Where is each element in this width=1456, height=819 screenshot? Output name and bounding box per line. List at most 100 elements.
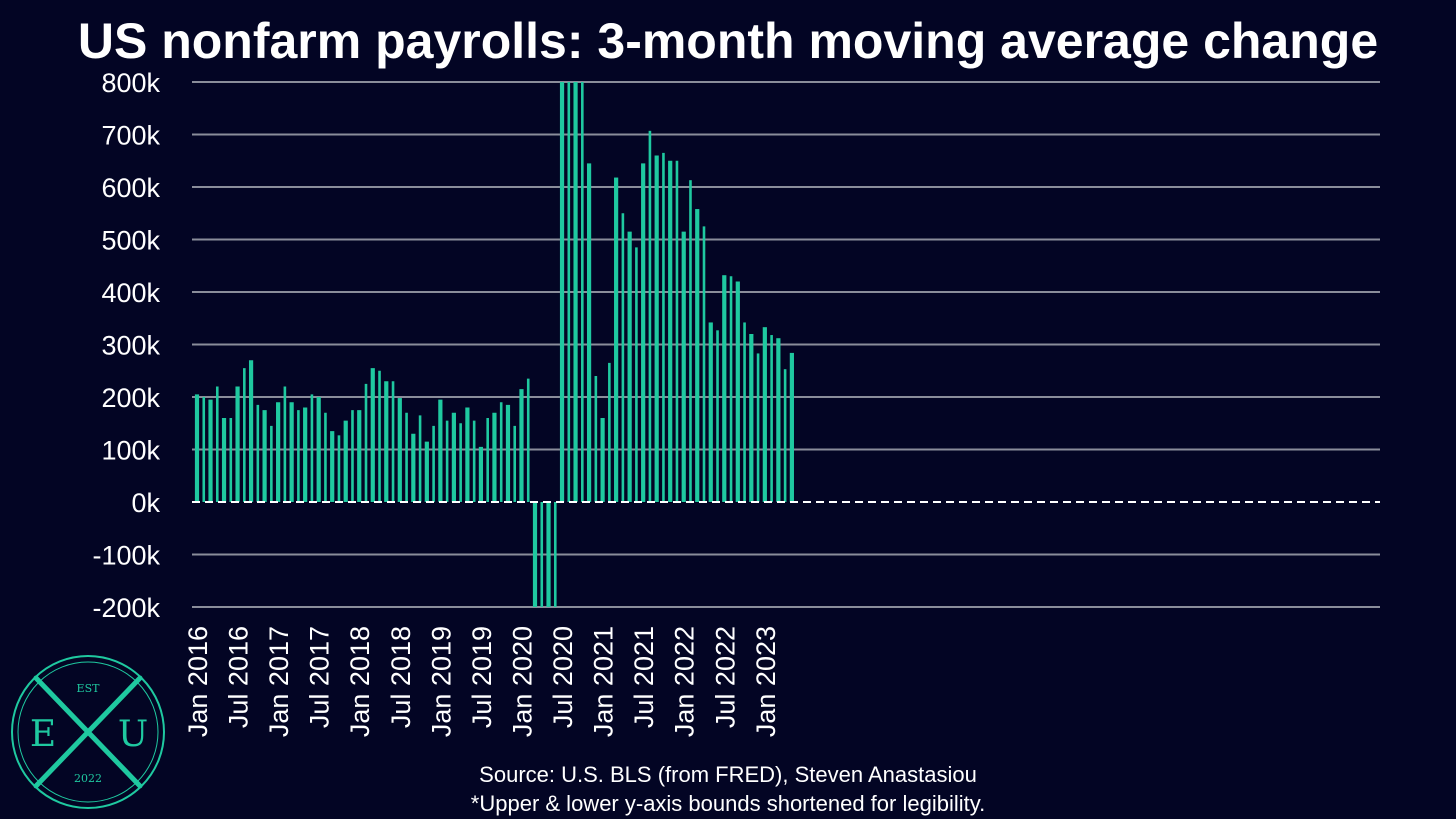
- logo-outer-ring: [11, 655, 165, 809]
- x-tick-label: Jan 2022: [670, 626, 700, 737]
- bar: [451, 412, 456, 502]
- bar: [573, 82, 578, 502]
- logo-e-letter: E: [30, 714, 56, 755]
- y-tick-label: 700k: [101, 121, 160, 151]
- bar: [486, 418, 489, 502]
- bar: [235, 386, 240, 502]
- bar: [310, 394, 314, 503]
- bar: [215, 386, 219, 502]
- x-tick-label: Jan 2018: [345, 626, 375, 737]
- x-tick-label: Jan 2023: [751, 626, 781, 737]
- bar: [397, 398, 402, 502]
- x-tick-label: Jan 2019: [426, 626, 456, 737]
- bar: [756, 353, 760, 502]
- bar: [357, 410, 362, 503]
- logo-est-text: EST: [77, 682, 101, 695]
- bar: [378, 370, 381, 502]
- logo-x-mark: [33, 675, 143, 789]
- bar: [729, 276, 733, 502]
- y-tick-label: 400k: [101, 278, 160, 308]
- bar: [343, 420, 348, 503]
- bar: [526, 378, 530, 503]
- bar: [337, 435, 341, 502]
- y-tick-label: 500k: [101, 226, 160, 256]
- bar: [492, 412, 497, 502]
- bar: [641, 163, 646, 503]
- bar: [276, 402, 281, 502]
- bar: [202, 397, 206, 502]
- y-tick-label: 600k: [101, 173, 160, 203]
- bar: [270, 425, 273, 503]
- y-axis: 800k 700k 600k 500k 400k 300k 200k 100k 0k -100k -…: [92, 68, 160, 623]
- y-tick-label: 100k: [101, 436, 160, 466]
- bar: [411, 433, 416, 502]
- x-tick-label: Jul 2022: [710, 626, 740, 728]
- x-tick-label: Jul 2016: [224, 626, 254, 728]
- bar: [654, 155, 659, 502]
- bar: [743, 322, 746, 502]
- bar: [708, 322, 713, 502]
- bar: [648, 130, 652, 502]
- x-axis: Jan 2016 Jul 2016 Jan 2017 Jul 2017 Jan 2018…: [183, 626, 781, 737]
- bar: [324, 412, 327, 502]
- bar: [391, 381, 395, 502]
- x-tick-label: Jul 2017: [305, 626, 335, 728]
- x-tick-label: Jan 2021: [589, 626, 619, 737]
- x-tick-label: Jan 2016: [183, 626, 213, 737]
- bar: [208, 399, 213, 503]
- bar: [681, 231, 686, 503]
- bar: [689, 180, 692, 502]
- bar: [445, 420, 449, 503]
- bar: [424, 441, 429, 503]
- source-text: Source: U.S. BLS (from FRED), Steven Ana…: [479, 762, 977, 787]
- bar: [621, 213, 625, 502]
- bar: [519, 389, 524, 503]
- bar: [505, 404, 511, 503]
- exu-logo: EST E U 2022: [11, 655, 165, 809]
- bar: [221, 418, 227, 502]
- axis-note-text: *Upper & lower y-axis bounds shortened f…: [471, 791, 985, 816]
- x-tick-label: Jan 2020: [508, 626, 538, 737]
- logo-x-stroke: [33, 675, 143, 789]
- bar: [695, 209, 700, 503]
- bar: [675, 160, 679, 502]
- bar: [776, 338, 781, 502]
- bar: [567, 82, 571, 502]
- bar: [783, 369, 787, 502]
- bar: [749, 334, 754, 502]
- bar: [472, 420, 476, 503]
- bar: [614, 177, 619, 503]
- bar: [770, 335, 773, 502]
- bar: [289, 402, 294, 502]
- bar: [405, 412, 408, 502]
- bar: [303, 407, 308, 502]
- bar: [553, 502, 557, 607]
- y-tick-label: -100k: [92, 541, 160, 571]
- bar: [432, 425, 435, 503]
- bar: [459, 423, 462, 502]
- logo-inner-ring: [17, 661, 159, 803]
- logo-u-letter: U: [118, 714, 148, 755]
- x-tick-label: Jul 2020: [548, 626, 578, 728]
- bar: [546, 502, 551, 607]
- bar: [256, 404, 260, 503]
- bar: [499, 402, 503, 502]
- bar: [438, 399, 443, 503]
- bar: [194, 394, 200, 503]
- bar: [540, 502, 544, 607]
- bar: [262, 410, 267, 503]
- x-tick-label: Jan 2017: [264, 626, 294, 737]
- bar: [789, 352, 794, 502]
- bar: [229, 418, 233, 502]
- bar: [316, 397, 321, 502]
- bar: [243, 368, 246, 503]
- bar: [297, 410, 300, 503]
- bar: [351, 410, 354, 503]
- bar: [478, 446, 484, 503]
- bar: [465, 407, 470, 502]
- bar: [722, 275, 727, 502]
- y-tick-label: 800k: [101, 68, 160, 98]
- bar: [662, 152, 665, 503]
